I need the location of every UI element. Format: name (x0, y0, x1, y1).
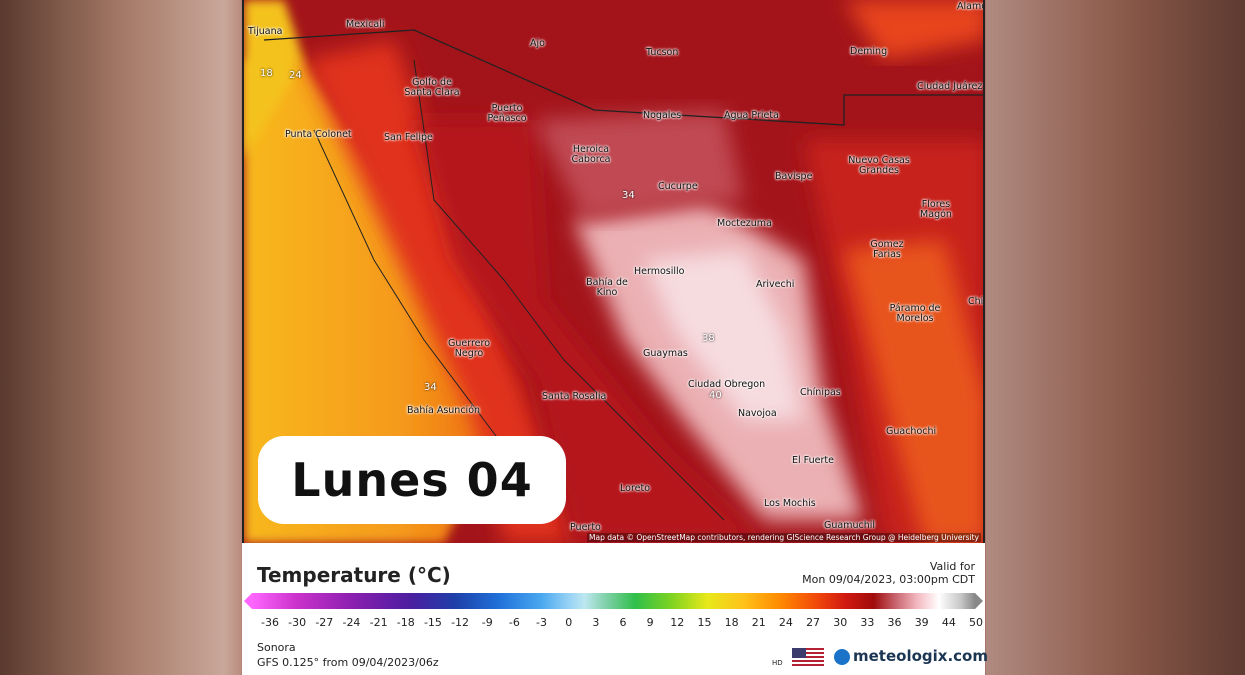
colorbar-tick-label: 6 (619, 616, 627, 629)
city-label: Ciudad Juárez (917, 81, 983, 92)
colorbar-tick-label: 27 (806, 616, 821, 629)
city-label: Deming (850, 46, 888, 57)
colorbar-tick-label: -36 (261, 616, 279, 629)
contour-label: 34 (424, 382, 437, 393)
colorbar-tick-label: 30 (833, 616, 848, 629)
colorbar-tick-label: -9 (481, 616, 493, 629)
colorbar-tick-label: 24 (778, 616, 793, 629)
brand[interactable]: meteologix.com (853, 647, 988, 665)
city-label: Agua Prieta (724, 110, 779, 121)
city-label: Nogales (643, 110, 682, 121)
city-label: Ciudad Obregon (688, 379, 766, 390)
hd-icon[interactable]: HD (772, 659, 783, 667)
city-label: El Fuerte (792, 455, 834, 466)
city-label: Tijuana (248, 26, 283, 37)
brand-logo (834, 649, 850, 665)
city-label: Mexicali (346, 19, 385, 30)
city-label: Bahía de Kino (586, 277, 628, 298)
colorbar-tick-label: 44 (941, 616, 956, 629)
contour-label: 34 (622, 190, 635, 201)
contour-label: 18 (260, 68, 273, 79)
city-label: Nuevo Casas Grandes (848, 155, 910, 176)
valid-label: Valid for (929, 560, 975, 573)
city-label: Flores Magón (920, 199, 952, 220)
colorbar-tick-label: 33 (860, 616, 875, 629)
colorbar-tick-label: 39 (914, 616, 929, 629)
colorbar-tick-label: 12 (670, 616, 685, 629)
colorbar-tick-label: 36 (887, 616, 902, 629)
city-label: Cucurpe (658, 181, 698, 192)
colorbar-tick-label: 50 (969, 616, 983, 629)
attribution: Map data © OpenStreetMap contributors, r… (587, 533, 981, 542)
city-label: Guerrero Negro (447, 338, 491, 359)
city-label: Heroica Caborca (571, 144, 611, 165)
colorbar-tick-label: -12 (451, 616, 470, 629)
city-label: Chihu (968, 296, 984, 307)
city-label: Puerto Peñasco (487, 103, 527, 124)
colorbar-tick-label: -6 (508, 616, 520, 629)
city-label: Loreto (620, 483, 651, 494)
contour-label: 24 (289, 70, 302, 81)
colorbar-tick-label: 3 (592, 616, 600, 629)
city-label: Guaymas (643, 348, 688, 359)
city-label: Ajo (530, 38, 545, 49)
region: Sonora (257, 641, 296, 654)
contour-label: 38 (702, 333, 715, 344)
city-label: Hermosillo (634, 266, 685, 277)
city-label: Bahía Asunción (407, 405, 481, 416)
valid-time: Mon 09/04/2023, 03:00pm CDT (802, 573, 975, 586)
city-label: Guachochi (886, 426, 937, 437)
city-label: Chínipas (800, 387, 841, 398)
city-label: Gomez Farias (870, 239, 904, 260)
city-label: Los Mochis (764, 498, 816, 509)
colorbar-tick-label: 0 (565, 616, 573, 629)
city-label: Páramo de Morelos (889, 303, 941, 324)
legend: Temperature (°C) Valid for Mon 09/04/202… (242, 543, 988, 675)
contour-label: 40 (709, 390, 722, 401)
colorbar-tick-label: 21 (751, 616, 766, 629)
colorbar-tick-label: 9 (646, 616, 654, 629)
colorbar-tick-label: -3 (536, 616, 548, 629)
city-label: Bavispe (775, 171, 813, 182)
colorbar-tick-label: -24 (342, 616, 361, 629)
map: Tijuana Mexicali Ajo Tucson Deming Alamo Golfo… (242, 0, 985, 543)
model-run: GFS 0.125° from 09/04/2023/06z (257, 656, 439, 669)
city-label: Golfo de Santa Clara (404, 77, 460, 98)
city-label: Santa Rosalia (542, 391, 607, 402)
legend-title: Temperature (°C) (257, 563, 451, 587)
colorbar-tick-label: 18 (724, 616, 739, 629)
colorbar (244, 593, 983, 609)
city-label: Tucson (646, 47, 679, 58)
day-banner: Lunes 04 (258, 436, 566, 524)
city-label: Navojoa (738, 408, 777, 419)
city-label: San Felipe (384, 132, 433, 143)
colorbar-tick-label: -15 (423, 616, 442, 629)
city-label: Puerto (570, 522, 601, 533)
city-label: Alamo (957, 1, 985, 12)
us-flag[interactable] (792, 648, 824, 666)
colorbar-tick-label: -27 (315, 616, 334, 629)
city-label: Arivechi (756, 279, 795, 290)
city-label: Punta Colonet (285, 129, 352, 140)
colorbar-tick-label: -18 (396, 616, 415, 629)
colorbar-tick-label: -30 (288, 616, 307, 629)
colorbar-tick-label: -21 (369, 616, 388, 629)
colorbar-tick-label: 15 (697, 616, 712, 629)
city-label: Moctezuma (717, 218, 772, 229)
map-shading (244, 0, 983, 543)
city-label: Guamuchil (824, 520, 876, 531)
